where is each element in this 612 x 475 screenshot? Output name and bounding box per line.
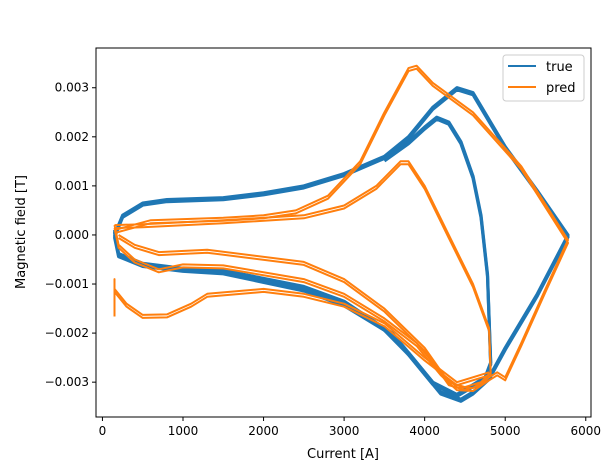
y-tick-label: 0.001 [55,179,89,193]
series-pred-line-4-band [113,281,490,387]
plot-frame [95,47,592,418]
legend: true pred [502,54,585,102]
y-tick-label: −0.002 [45,326,89,340]
x-tick-label: 4000 [409,424,440,438]
x-tick-label: 1000 [168,424,199,438]
y-tick-label: −0.001 [45,277,89,291]
y-tick-label: 0.003 [55,81,89,95]
x-tick-label: 0 [99,424,107,438]
y-tick-label: −0.003 [45,375,89,389]
series-layer [112,64,570,403]
legend-true-label: true [546,60,573,75]
x-tick-label: 5000 [490,424,521,438]
series-pred-line-2 [113,64,569,389]
y-tick-label: 0.002 [55,130,89,144]
series-pred-line-4 [113,278,490,384]
series-pred-line-3-band [114,163,492,392]
y-tick-label: 0.000 [55,228,89,242]
series-pred-line-2-band [113,67,569,392]
y-axis: 0.003 0.002 0.001 0.000 −0.001 −0.002 −0.003 [45,81,96,389]
legend-pred-label: pred [546,81,576,96]
x-axis-label: Current [A] [307,447,379,462]
y-axis-label: Magnetic field [T] [14,175,29,289]
x-tick-label: 2000 [248,424,279,438]
x-tick-label: 6000 [570,424,601,438]
x-tick-label: 3000 [329,424,360,438]
series-true-line-0-band [112,88,570,403]
x-axis: 0 1000 2000 3000 4000 5000 6000 [99,417,601,438]
